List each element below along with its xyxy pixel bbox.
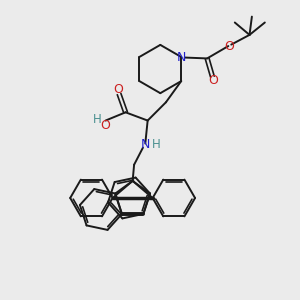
Text: H: H bbox=[93, 113, 102, 126]
Text: N: N bbox=[141, 138, 150, 151]
Text: O: O bbox=[114, 83, 123, 96]
Text: H: H bbox=[152, 138, 161, 151]
Text: N: N bbox=[177, 51, 187, 64]
Text: O: O bbox=[225, 40, 234, 52]
Text: O: O bbox=[208, 74, 218, 87]
Text: O: O bbox=[100, 119, 110, 132]
